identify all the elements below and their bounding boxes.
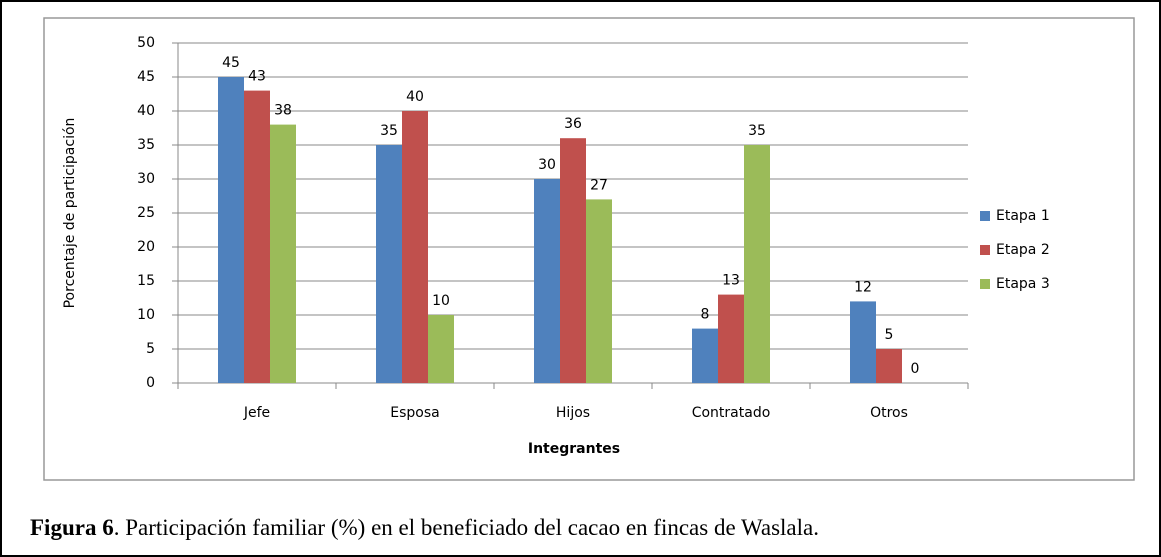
y-tick-label: 10 [137, 307, 155, 323]
y-tick-label: 5 [146, 341, 155, 357]
bar [692, 328, 718, 383]
bar [428, 315, 454, 383]
y-axis-label: Porcentaje de participación [62, 118, 78, 309]
legend-swatch [980, 211, 990, 221]
y-tick-label: 30 [137, 171, 155, 187]
bar [560, 138, 586, 383]
y-tick-label: 15 [137, 273, 155, 289]
bar [718, 294, 744, 383]
value-label: 27 [590, 177, 608, 193]
x-tick-label: Hijos [556, 405, 590, 421]
value-label: 40 [406, 89, 424, 105]
value-label: 13 [722, 273, 740, 289]
value-label: 0 [911, 361, 920, 377]
y-tick-label: 50 [137, 35, 155, 51]
y-tick-label: 40 [137, 103, 155, 119]
legend-swatch [980, 245, 990, 255]
x-tick-label: Contratado [692, 405, 771, 421]
legend-label: Etapa 2 [996, 242, 1050, 258]
x-tick-label: Esposa [390, 405, 439, 421]
bar [850, 301, 876, 383]
x-axis-label: Integrantes [528, 441, 620, 457]
bar [586, 199, 612, 383]
value-label: 12 [854, 279, 872, 295]
caption-text: . Participación familiar (%) en el benef… [114, 515, 819, 540]
caption: Figura 6. Participación familiar (%) en … [30, 515, 819, 540]
legend-swatch [980, 279, 990, 289]
bar [876, 349, 902, 383]
x-tick-label: Otros [870, 405, 908, 421]
bar [534, 179, 560, 383]
value-label: 45 [222, 55, 240, 71]
value-label: 43 [248, 69, 266, 85]
bar [744, 145, 770, 383]
value-label: 36 [564, 116, 582, 132]
bar [244, 90, 270, 383]
y-tick-label: 25 [137, 205, 155, 221]
legend-label: Etapa 3 [996, 276, 1050, 292]
y-tick-label: 35 [137, 137, 155, 153]
value-label: 10 [432, 293, 450, 309]
bar [270, 124, 296, 383]
value-label: 38 [274, 103, 292, 119]
bar [218, 77, 244, 383]
bar [402, 111, 428, 383]
x-tick-label: Jefe [243, 405, 270, 421]
legend-label: Etapa 1 [996, 208, 1050, 224]
y-tick-label: 0 [146, 375, 155, 391]
y-tick-label: 45 [137, 69, 155, 85]
value-label: 8 [701, 307, 710, 323]
caption-label: Figura 6 [30, 515, 114, 540]
value-label: 35 [748, 123, 766, 139]
y-tick-label: 20 [137, 239, 155, 255]
value-label: 35 [380, 123, 398, 139]
bar [376, 145, 402, 383]
value-label: 5 [885, 327, 894, 343]
value-label: 30 [538, 157, 556, 173]
